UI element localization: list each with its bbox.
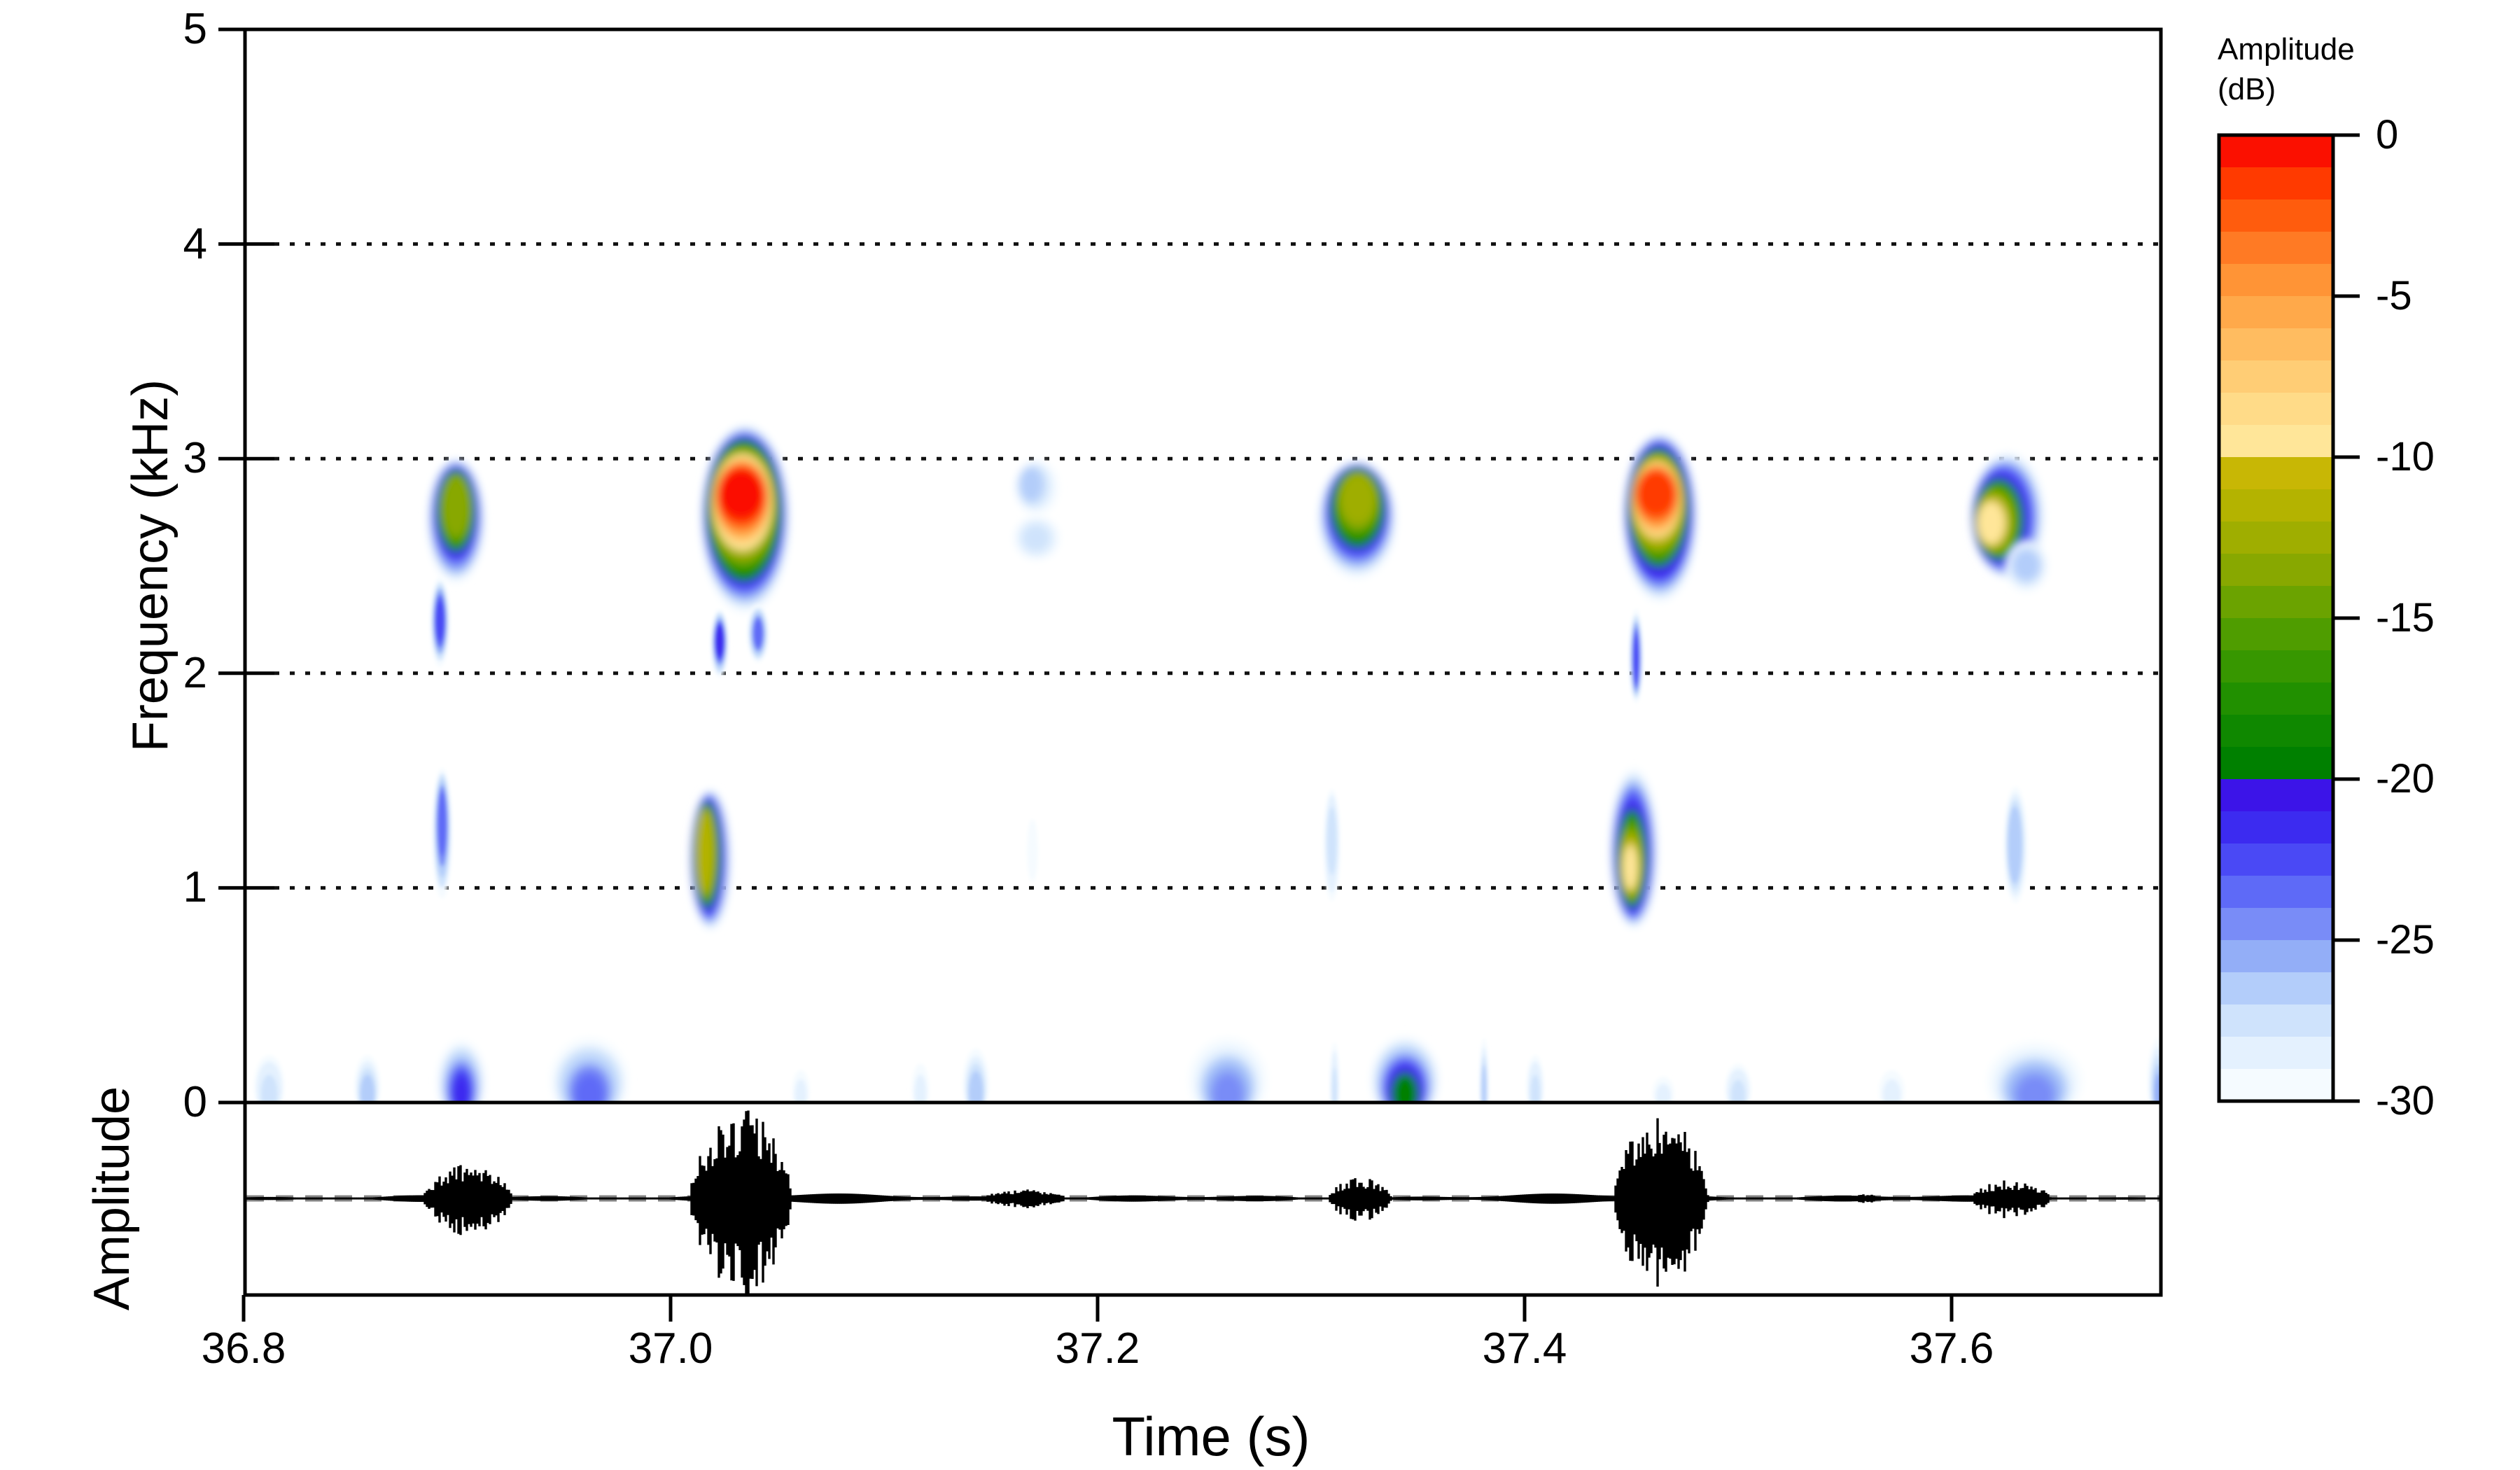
call-blob [432, 767, 452, 899]
colorbar-tick-label: -10 [2376, 434, 2435, 479]
call-blob [747, 604, 769, 663]
colorbar-band [2219, 940, 2333, 973]
call-blob [690, 789, 732, 931]
colorbar-title-line2: (dB) [2218, 72, 2276, 107]
call-blob [2005, 540, 2048, 592]
call-blob [438, 1040, 485, 1102]
colorbar-band [2219, 232, 2333, 265]
colorbar-band [2219, 747, 2333, 780]
call-blob [354, 1055, 381, 1102]
colorbar-band [2219, 682, 2333, 715]
waveform-panel-border [243, 1100, 2163, 1297]
call-blob [1629, 608, 1644, 704]
colorbar-band [2219, 618, 2333, 651]
frequency-tick-label: 3 [183, 434, 207, 483]
colorbar-tick-label: -20 [2376, 756, 2435, 802]
colorbar-band [2219, 457, 2333, 490]
colorbar-tick-label: 0 [2376, 112, 2399, 158]
colorbar-band [2219, 167, 2333, 200]
colorbar [2217, 133, 2360, 1103]
call-blob [1015, 461, 1058, 514]
call-blob [1527, 1055, 1544, 1102]
call-blob [1371, 1035, 1439, 1102]
call-blob [1725, 1063, 1751, 1102]
frequency-tick-label: 4 [183, 219, 207, 268]
colorbar-band [2219, 328, 2333, 361]
gridlines [245, 242, 2161, 890]
colorbar-band [2219, 1004, 2333, 1037]
colorbar-tick-label: -30 [2376, 1078, 2435, 1124]
colorbar-band [2219, 393, 2333, 426]
frequency-tick-label: 2 [183, 648, 207, 697]
colorbar-band [2219, 200, 2333, 232]
call-blob [1324, 789, 1340, 901]
spectrogram-blobs [254, 424, 2161, 1102]
call-blob [1610, 767, 1658, 929]
call-blob [1987, 1042, 2082, 1102]
colorbar-title: Amplitude (dB) [2218, 29, 2355, 109]
colorbar-tick-label: -15 [2376, 595, 2435, 640]
call-blob [2003, 787, 2028, 903]
call-blob [427, 458, 485, 584]
call-blob [1027, 819, 1038, 882]
colorbar-band [2219, 972, 2333, 1005]
colorbar-band [2219, 650, 2333, 683]
spectrogram-panel-border [243, 27, 2163, 1105]
call-blob [1317, 461, 1396, 579]
colorbar-band [2219, 876, 2333, 909]
frequency-tick-label: 0 [183, 1078, 207, 1126]
colorbar-band [2219, 715, 2333, 748]
oscillogram [245, 1110, 2161, 1295]
colorbar-band [2219, 360, 2333, 393]
colorbar-band [2219, 489, 2333, 522]
call-blob [792, 1070, 810, 1102]
colorbar-band [2219, 135, 2333, 168]
time-axis-title: Time (s) [1112, 1406, 1310, 1467]
call-blob [1479, 1038, 1489, 1102]
call-blob [710, 608, 729, 678]
call-blob [2148, 1038, 2161, 1102]
call-blob [1879, 1070, 1905, 1102]
time-tick-label: 37.0 [628, 1324, 713, 1373]
colorbar-band [2219, 296, 2333, 329]
call-blob [1623, 433, 1698, 603]
colorbar-tick-label: -5 [2376, 273, 2412, 318]
call-blob [551, 1038, 628, 1102]
colorbar-band [2219, 264, 2333, 297]
colorbar-tick-label: -25 [2376, 917, 2435, 962]
colorbar-band [2219, 779, 2333, 812]
colorbar-band [2219, 554, 2333, 587]
time-tick-label: 37.2 [1055, 1324, 1140, 1373]
frequency-tick-label: 5 [183, 5, 207, 53]
call-blob [700, 424, 790, 613]
call-blob [254, 1055, 284, 1102]
colorbar-band [2219, 1069, 2333, 1102]
call-blob [430, 576, 450, 667]
call-blob [1189, 1038, 1266, 1102]
time-tick-label: 37.6 [1909, 1324, 1994, 1373]
call-blob [962, 1049, 989, 1102]
call-blob [1330, 1042, 1339, 1102]
colorbar-band [2219, 908, 2333, 941]
colorbar-band [2219, 522, 2333, 554]
colorbar-band [2219, 844, 2333, 876]
call-blob [1653, 1077, 1674, 1102]
time-tick-label: 36.8 [201, 1324, 286, 1373]
frequency-tick-label: 1 [183, 863, 207, 912]
call-blob [911, 1063, 930, 1102]
colorbar-band [2219, 1037, 2333, 1070]
colorbar-band [2219, 586, 2333, 619]
colorbar-band [2219, 811, 2333, 844]
time-tick-label: 37.4 [1482, 1324, 1567, 1373]
call-blob [1014, 516, 1060, 560]
colorbar-band [2219, 425, 2333, 458]
colorbar-title-line1: Amplitude [2218, 32, 2355, 66]
frequency-axis-title: Frequency (kHz) [122, 379, 178, 752]
